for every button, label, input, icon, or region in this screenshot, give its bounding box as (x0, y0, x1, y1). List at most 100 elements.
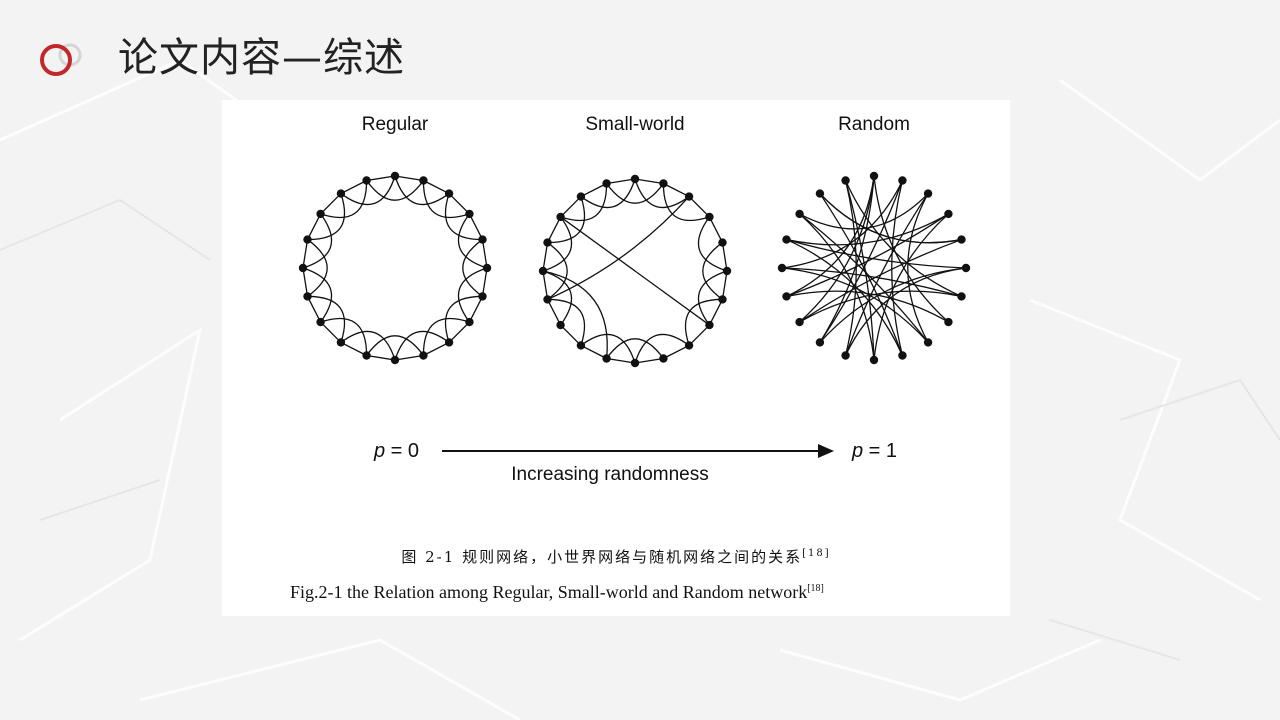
lattice-edge (684, 298, 723, 346)
random-edge (781, 267, 929, 343)
ring-edge (542, 242, 549, 272)
ring-edge (448, 193, 470, 215)
network-node (316, 317, 325, 327)
ring-edge (306, 296, 322, 323)
random-edge (844, 180, 962, 298)
network-node (390, 355, 400, 365)
lattice-edge (634, 333, 690, 364)
ring-edge (302, 267, 309, 297)
random-edge (844, 267, 967, 356)
random-edge (786, 238, 904, 356)
network-node (482, 263, 492, 273)
ring-edge (394, 175, 424, 182)
lattice-edge (462, 239, 483, 297)
random-edge (799, 175, 875, 323)
shortcut-edge (560, 216, 710, 326)
random-edge (907, 193, 929, 343)
ring-edge (366, 175, 396, 182)
random-edge (786, 238, 967, 269)
network-node (576, 192, 586, 201)
network-node (777, 263, 787, 273)
shortcut-edge (542, 270, 608, 359)
ring-edge (634, 357, 664, 364)
lattice-edge (307, 193, 346, 241)
randomness-arrow-head (818, 444, 834, 458)
network-node (898, 351, 907, 360)
ring-edge (394, 354, 424, 361)
network-node (576, 341, 586, 350)
random-edge (786, 213, 949, 246)
p-right-label: p = 1 (851, 440, 897, 462)
lattice-edge (560, 183, 608, 222)
network-node (336, 338, 346, 347)
lattice-edge (457, 213, 488, 269)
random-edge (799, 193, 929, 230)
network-node (898, 176, 907, 185)
lattice-edge (394, 175, 450, 206)
lattice-edge (394, 330, 450, 361)
lattice-edge (444, 193, 483, 241)
network-node (705, 320, 714, 330)
network-node (556, 320, 565, 330)
ring-edge (320, 193, 342, 215)
lattice-edge (320, 180, 368, 219)
network-node (684, 192, 694, 201)
lattice-edge (366, 335, 424, 356)
lattice-edge (302, 213, 333, 269)
network-node (957, 235, 966, 244)
lattice-edge (547, 242, 568, 300)
ring-edge (468, 213, 484, 240)
title-bullet-icon (40, 43, 82, 76)
ring-edge (423, 341, 450, 357)
ring-edge (606, 178, 636, 185)
lattice-edge (542, 216, 573, 272)
network-node (841, 351, 850, 360)
network-node (961, 263, 971, 273)
network-node (465, 209, 474, 219)
random-edge (819, 180, 904, 343)
ring-edge (340, 341, 367, 357)
random-edge (786, 290, 949, 323)
ring-edge (663, 182, 690, 198)
network-node (630, 174, 640, 184)
ring-edge (580, 344, 607, 360)
panel-label-random: Random (838, 114, 910, 135)
ring-edge (306, 213, 322, 240)
caption-english-text: Fig.2-1 the Relation among Regular, Smal… (290, 582, 808, 602)
network-node (362, 351, 371, 360)
ring-edge (340, 179, 367, 195)
network-node (795, 209, 804, 219)
network-node (390, 171, 400, 181)
lattice-edge (547, 196, 586, 244)
caption-chinese-text: 图 2-1 规则网络，小世界网络与随机网络之间的关系 (401, 548, 803, 566)
panel-label-small-world: Small-world (585, 114, 684, 135)
random-edge (891, 180, 904, 356)
p-right-value: = 1 (863, 440, 897, 462)
network-node (722, 266, 732, 276)
network-node (543, 238, 552, 247)
network-node (543, 295, 552, 304)
ring-edge (302, 239, 309, 269)
network-node (444, 189, 454, 198)
random-edge (799, 238, 962, 323)
ring-edge (448, 321, 470, 343)
network-node (782, 235, 791, 244)
panel-label-regular: Regular (362, 114, 429, 135)
random-edge (819, 267, 967, 343)
network-node (602, 179, 611, 188)
p-right-variable: p (851, 440, 863, 462)
network-node (444, 338, 454, 347)
ring-edge (481, 267, 488, 297)
ring-edge (468, 296, 484, 323)
network-node (659, 354, 668, 363)
network-node (298, 263, 308, 273)
ring-edge (481, 239, 488, 269)
lattice-edge (422, 180, 470, 219)
ring-edge (688, 196, 710, 218)
network-node (718, 295, 727, 304)
random-edge (799, 213, 875, 361)
random-network (777, 171, 971, 365)
ring-edge (688, 324, 710, 346)
random-edge (781, 267, 962, 298)
lattice-edge (634, 178, 690, 209)
